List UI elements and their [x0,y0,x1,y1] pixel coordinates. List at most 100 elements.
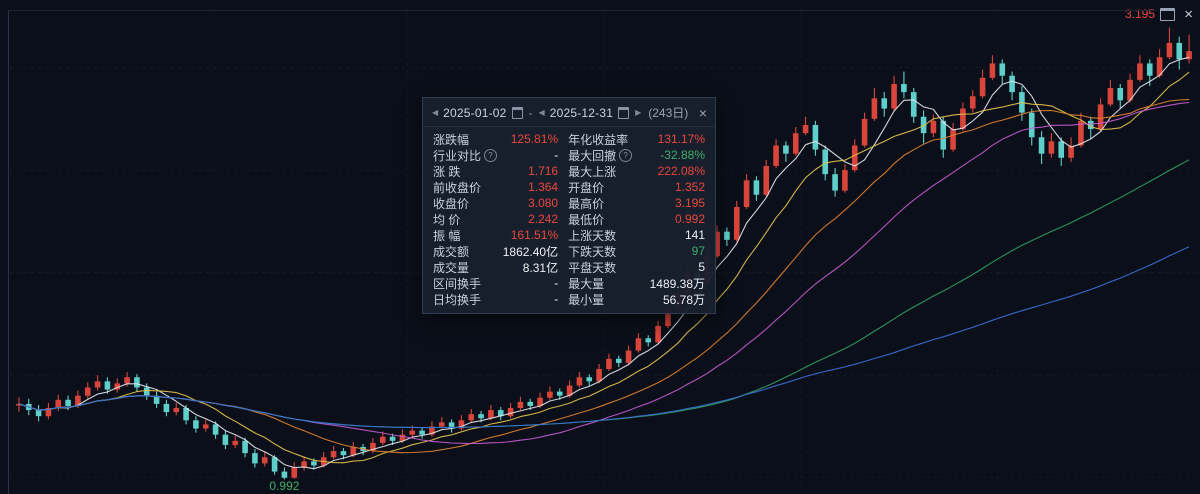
candle-body [468,414,475,421]
date-range-separator: - [528,105,533,120]
candle-body [163,403,170,413]
candle-body [596,369,602,382]
stat-label: 最大量 [568,276,605,291]
candle-body [792,133,799,154]
stat-label: 涨跌幅 [433,132,470,147]
candle-body [1117,88,1124,101]
stat-value: 222.08% [657,164,705,178]
candle-body [183,408,189,421]
candle-body [1038,137,1045,154]
candle-body [232,440,239,445]
candle-body [1107,88,1114,105]
ma-line-90 [18,246,1190,429]
candle-body [104,381,111,390]
stats-row: 振 幅 161.51% 上涨天数 141 [433,227,705,243]
candle-body [1156,57,1163,76]
stat-label: 上涨天数 [568,228,617,243]
candle-body [419,430,425,435]
stat-label: 日均换手 [433,292,482,307]
candle-body [763,165,770,195]
candle-body [1078,120,1084,146]
stat-value: 125.81% [510,132,559,146]
candle-body [301,461,307,468]
candle-body [222,434,229,445]
candle-body [920,116,927,134]
calendar-icon[interactable] [511,106,523,119]
help-icon[interactable]: ? [484,148,498,162]
candle-body [212,424,219,435]
candle-body [566,385,573,396]
stat-value: - [554,292,559,306]
stat-cell: 最大量 1489.38万 [568,275,705,292]
stat-value: 3.195 [674,196,705,210]
stat-cell: 平盘天数 5 [568,259,705,276]
stat-value: 8.31亿 [522,260,559,275]
candle-body [1186,51,1192,60]
range-days-count: (243日) [648,106,689,120]
panel-close-button[interactable]: × [698,104,707,121]
stat-label: 最大回撤 [568,148,617,163]
end-date[interactable]: 2025-12-31 [549,105,614,120]
stat-value: 141 [684,228,705,242]
candle-body [979,77,986,97]
candle-body [311,461,317,466]
candle-body [871,98,878,119]
stat-cell: 涨 跌 1.716 [433,163,558,180]
calendar-icon[interactable] [618,106,630,119]
candle-body [969,96,976,109]
candle-body [202,424,209,429]
stat-cell: 上涨天数 141 [568,227,705,244]
candle-body [350,446,357,456]
stat-cell: 成交量 8.31亿 [433,259,558,276]
candle-body [153,395,160,404]
stat-cell: 最低价 0.992 [568,211,705,228]
candle-body [45,408,52,417]
candle-body [724,231,730,240]
stat-value: - [554,148,559,162]
candle-body [75,395,81,406]
candle-body [134,377,140,388]
stat-cell: 前收盘价 1.364 [433,179,558,196]
prev-start-date-button[interactable]: ◀ [432,108,439,117]
candle-body [370,442,376,452]
candle-body [409,430,416,435]
stat-value: 131.17% [657,132,705,146]
popout-window-icon[interactable] [1160,8,1176,21]
candle-body [271,457,278,472]
close-icon[interactable]: × [1184,6,1193,23]
candle-body [399,434,406,441]
stat-value: 0.992 [674,212,705,226]
candle-body [438,422,445,427]
candle-body [1176,42,1183,60]
candle-body [743,180,750,208]
candle-body [65,399,71,406]
stat-cell: 最高价 3.195 [568,195,705,212]
candle-body [812,124,819,150]
stat-label: 最高价 [568,196,605,211]
candle-body [1068,145,1074,158]
candle-body [94,381,101,388]
candle-body [1137,63,1143,80]
candle-body [1058,141,1065,158]
next-end-date-button[interactable]: ▶ [635,108,642,117]
candle-body [448,422,455,429]
candle-body [1009,75,1015,93]
start-date[interactable]: 2025-01-02 [443,105,507,120]
stat-cell: 最小量 56.78万 [568,291,705,308]
candle-body [55,399,62,409]
candle-body [989,63,996,78]
stat-value: 1862.40亿 [502,244,559,259]
candle-body [527,401,534,406]
stats-row: 成交额 1862.40亿 下跌天数 97 [433,243,705,259]
prev-end-date-button[interactable]: ◀ [538,108,545,117]
stats-row: 均 价 2.242 最低价 0.992 [433,211,705,227]
candle-body [861,118,868,146]
stat-value: 56.78万 [662,292,705,307]
candle-body [615,358,622,363]
help-icon[interactable]: ? [619,148,633,162]
range-stats-panel: ◀ 2025-01-02 - ◀ 2025-12-31 ▶ (243日) × 涨… [422,97,716,314]
stats-row: 日均换手 - 最小量 56.78万 [433,291,705,307]
stat-label: 年化收益率 [568,132,629,147]
panel-header: ◀ 2025-01-02 - ◀ 2025-12-31 ▶ (243日) × [423,98,715,127]
